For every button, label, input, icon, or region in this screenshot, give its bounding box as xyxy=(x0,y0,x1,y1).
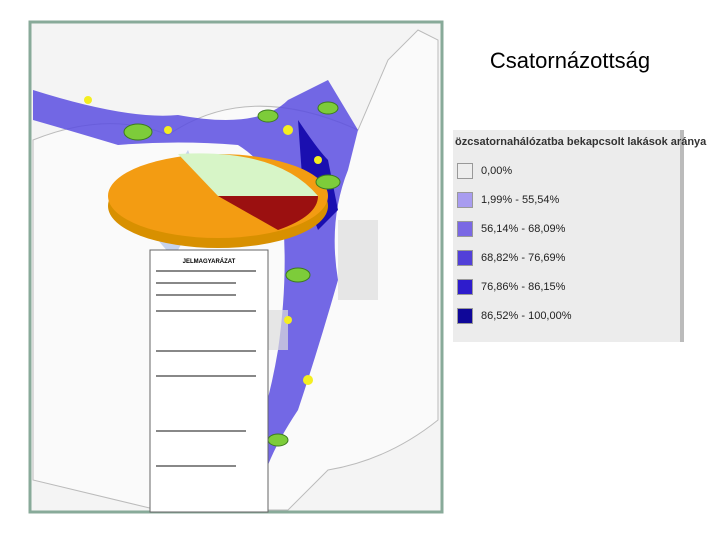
legend-label: 0,00% xyxy=(481,164,513,177)
legend-label: 56,14% - 68,09% xyxy=(481,222,566,235)
map: JELMAGYARÁZAT xyxy=(28,20,444,514)
legend-label: 76,86% - 86,15% xyxy=(481,280,566,293)
legend-swatch xyxy=(457,278,473,295)
pie xyxy=(108,153,328,248)
slide-title: Csatornázottság xyxy=(489,48,651,73)
map-legend: özcsatornahálózatba bekapcsolt lakások a… xyxy=(453,130,707,342)
legend-item: 68,82% - 76,69% xyxy=(453,243,680,272)
legend-label: 68,82% - 76,69% xyxy=(481,251,566,264)
legend-swatch xyxy=(457,162,473,179)
legend-swatch xyxy=(457,307,473,324)
legend-swatch xyxy=(457,220,473,237)
legend-item: 76,86% - 86,15% xyxy=(453,272,680,301)
legend-item: 86,52% - 100,00% xyxy=(453,301,680,330)
legend-swatch xyxy=(457,191,473,208)
legend-title: özcsatornahálózatba bekapcsolt lakások a… xyxy=(455,136,707,148)
legend-swatch xyxy=(457,249,473,266)
legend-item: 56,14% - 68,09% xyxy=(453,214,680,243)
legend-item: 1,99% - 55,54% xyxy=(453,185,680,214)
legend-label: 1,99% - 55,54% xyxy=(481,193,560,206)
map-legend-heading: JELMAGYARÁZAT xyxy=(183,258,236,265)
legend-label: 86,52% - 100,00% xyxy=(481,309,572,322)
legend-item: 0,00% xyxy=(453,156,680,185)
legend-items: 0,00% 1,99% - 55,54% 56,14% - 68,09% 68,82%… xyxy=(453,156,680,330)
